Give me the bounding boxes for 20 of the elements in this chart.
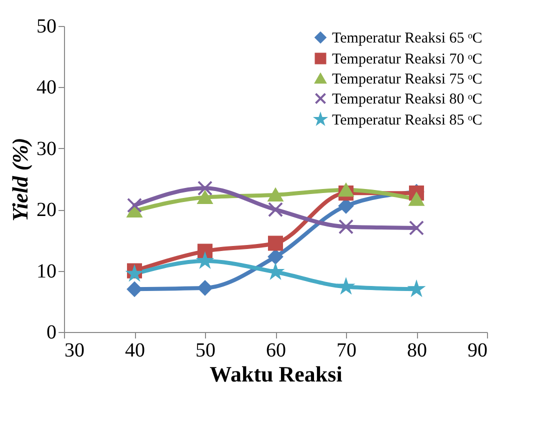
legend-label: Temperatur Reaksi 70 ᵒC bbox=[332, 52, 482, 68]
x-tick-label: 90 bbox=[468, 340, 488, 362]
legend-label: Temperatur Reaksi 80 ᵒC bbox=[332, 92, 482, 108]
legend-label: Temperatur Reaksi 75 ᵒC bbox=[332, 72, 482, 88]
x-tick-label: 30 bbox=[64, 340, 84, 362]
y-tick-label: 40 bbox=[36, 76, 56, 99]
legend-label: Temperatur Reaksi 65 ᵒC bbox=[332, 30, 482, 46]
legend-label: Temperatur Reaksi 85 ᵒC bbox=[332, 112, 482, 128]
y-axis-title: Yield (%) bbox=[8, 138, 32, 222]
y-tick-label: 10 bbox=[36, 260, 56, 282]
y-tick-label: 50 bbox=[36, 16, 56, 38]
x-tick-label: 50 bbox=[196, 340, 216, 362]
y-tick-label: 20 bbox=[36, 199, 56, 222]
x-axis-title: Waktu Reaksi bbox=[210, 362, 342, 386]
x-tick-label: 40 bbox=[125, 340, 145, 362]
x-tick-label: 70 bbox=[336, 340, 356, 362]
y-tick-label: 30 bbox=[36, 138, 56, 160]
x-tick-label: 80 bbox=[407, 340, 427, 362]
y-tick-label: 0 bbox=[46, 322, 56, 344]
x-tick-label: 60 bbox=[266, 340, 286, 362]
